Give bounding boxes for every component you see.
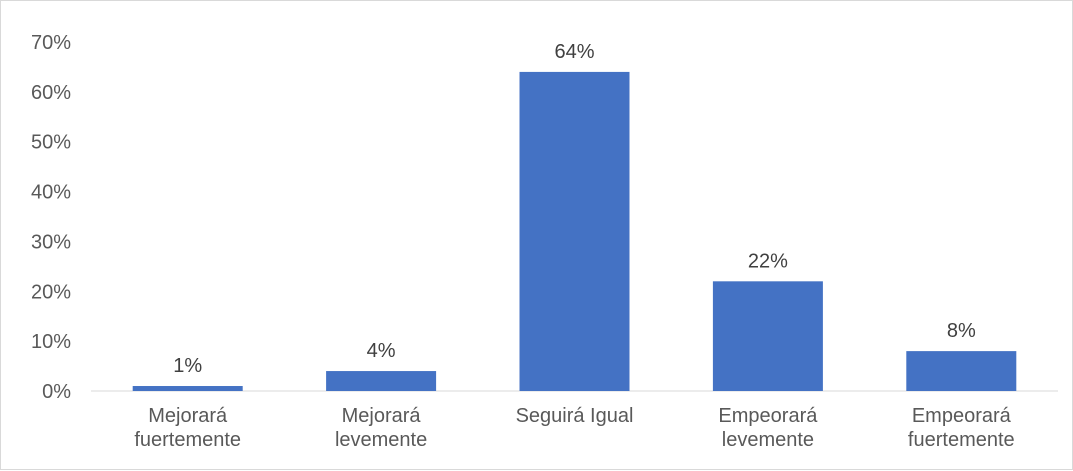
x-category-label: fuertemente (908, 429, 1015, 451)
x-category-label: Mejorará (148, 405, 228, 427)
data-label: 64% (554, 41, 594, 63)
bar (132, 386, 243, 391)
data-label: 4% (367, 340, 396, 362)
data-label: 1% (173, 355, 202, 377)
bar (712, 281, 823, 391)
y-tick-label: 0% (42, 381, 71, 403)
data-label: 22% (748, 250, 788, 272)
x-category-label: Mejorará (342, 405, 422, 427)
x-category-label: Seguirá Igual (516, 405, 634, 427)
x-category-label: levemente (722, 429, 814, 451)
y-tick-label: 70% (31, 32, 71, 54)
x-category-label: Empeorará (718, 405, 818, 427)
y-tick-label: 30% (31, 231, 71, 253)
bar (326, 371, 437, 391)
y-tick-label: 50% (31, 132, 71, 154)
y-tick-label: 60% (31, 82, 71, 104)
data-label: 8% (947, 320, 976, 342)
y-tick-label: 10% (31, 331, 71, 353)
bar (906, 351, 1017, 391)
x-category-label: Empeorará (912, 405, 1012, 427)
y-tick-label: 40% (31, 182, 71, 204)
x-category-label: fuertemente (134, 429, 241, 451)
x-category-label: levemente (335, 429, 427, 451)
y-tick-label: 20% (31, 281, 71, 303)
bar (519, 71, 630, 392)
